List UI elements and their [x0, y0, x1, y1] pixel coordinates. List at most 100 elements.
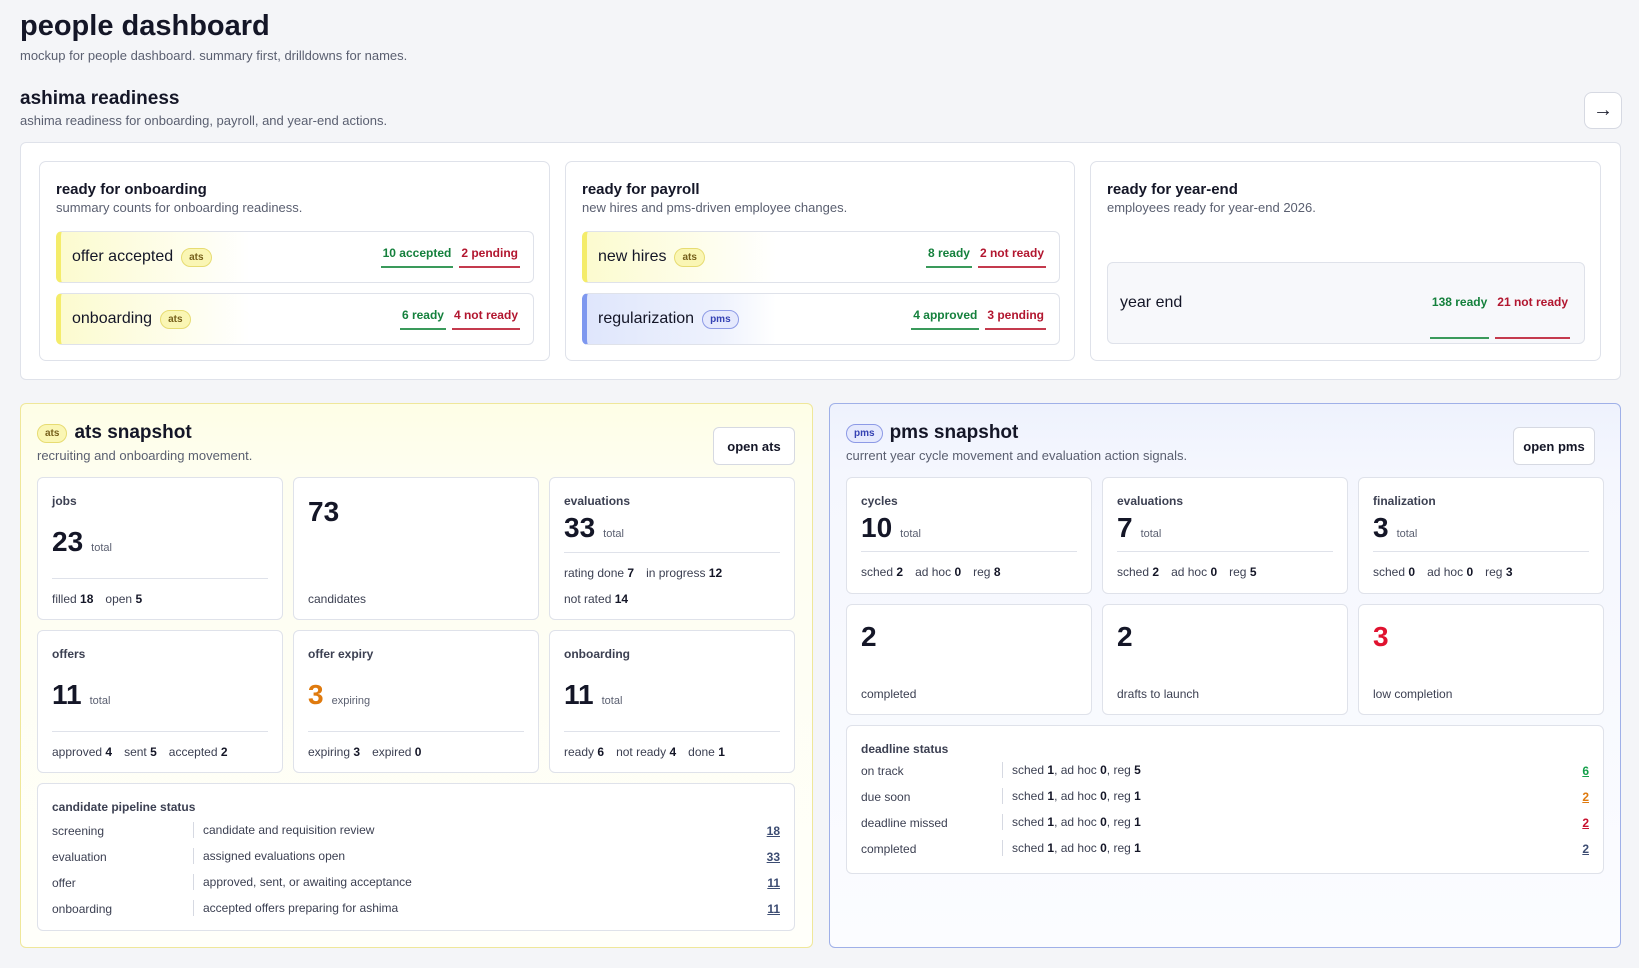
- count-link[interactable]: 18: [766, 824, 780, 838]
- kpi-breakdown: ready 6 not ready 4 done 1: [564, 745, 725, 759]
- panel-title: ats ats snapshot: [37, 422, 192, 444]
- table-row[interactable]: evaluation assigned evaluations open 33: [52, 848, 780, 864]
- kpi-value: 33 total: [564, 512, 624, 543]
- not-ready-link[interactable]: 4 not ready: [451, 308, 520, 330]
- ats-badge: ats: [674, 247, 705, 267]
- kpi-value: 73: [308, 496, 340, 527]
- ready-link[interactable]: 138 ready: [1429, 295, 1490, 339]
- table-row[interactable]: on track sched 1, ad hoc 0, reg 5 6: [861, 762, 1589, 778]
- count-link[interactable]: 33: [766, 850, 780, 864]
- pms-badge: pms: [702, 309, 739, 329]
- kpi-value: 11 total: [564, 679, 623, 710]
- pms-title: pms snapshot: [889, 422, 1019, 443]
- table-row[interactable]: screening candidate and requisition revi…: [52, 822, 780, 838]
- kpi-value: 7 total: [1117, 512, 1162, 543]
- payroll-readiness-card: ready for payroll new hires and pms-driv…: [565, 161, 1075, 361]
- count-link[interactable]: 6: [1582, 764, 1589, 778]
- low-completion-card[interactable]: 3 low completion: [1358, 604, 1604, 715]
- readiness-title: ashima readiness: [20, 88, 180, 109]
- card-title: ready for year-end: [1107, 181, 1238, 198]
- kpi-label: onboarding: [564, 647, 630, 661]
- table-row[interactable]: offer approved, sent, or awaiting accept…: [52, 874, 780, 890]
- count-link[interactable]: 2: [1582, 816, 1589, 830]
- kpi-label: offers: [52, 647, 86, 661]
- ats-title: ats snapshot: [74, 422, 192, 443]
- finalization-card[interactable]: finalization 3 total sched 0 ad hoc 0 reg 3: [1358, 477, 1604, 594]
- offer-expiry-card[interactable]: offer expiry 3 expiring expiring 3 expired…: [293, 630, 539, 773]
- pms-badge: pms: [846, 423, 883, 443]
- table-row[interactable]: deadline missed sched 1, ad hoc 0, reg 1…: [861, 814, 1589, 830]
- kpi-label: jobs: [52, 494, 77, 508]
- ready-link[interactable]: 6 ready: [399, 308, 446, 330]
- panel-title: pms pms snapshot: [846, 422, 1018, 444]
- row-label: regularization: [598, 310, 695, 327]
- jobs-card[interactable]: jobs 23 total filled 18 open 5: [37, 477, 283, 620]
- ats-badge: ats: [37, 423, 68, 443]
- kpi-value: 23 total: [52, 526, 112, 557]
- readiness-arrow-button[interactable]: →: [1584, 92, 1622, 129]
- kpi-breakdown: sched 0 ad hoc 0 reg 3: [1373, 565, 1513, 579]
- kpi-label: offer expiry: [308, 647, 374, 661]
- cycles-card[interactable]: cycles 10 total sched 2 ad hoc 0 reg 8: [846, 477, 1092, 594]
- onboarding-readiness-card: ready for onboarding summary counts for …: [39, 161, 550, 361]
- completed-card[interactable]: 2 completed: [846, 604, 1092, 715]
- ats-badge: ats: [181, 247, 212, 267]
- kpi-value: 3 total: [1373, 512, 1418, 543]
- count-link[interactable]: 11: [767, 902, 780, 916]
- table-title: deadline status: [861, 742, 949, 756]
- card-subtitle: employees ready for year-end 2026.: [1107, 200, 1316, 215]
- ats-badge: ats: [160, 309, 191, 329]
- accepted-link[interactable]: 10 accepted: [380, 246, 454, 268]
- kpi-value: 3: [1373, 621, 1389, 652]
- row-label: offer accepted: [72, 248, 174, 265]
- kpi-value: 11 total: [52, 679, 111, 710]
- pending-link[interactable]: 3 pending: [985, 308, 1046, 330]
- row-label: onboarding: [72, 310, 153, 327]
- card-title: ready for payroll: [582, 181, 700, 198]
- drafts-card[interactable]: 2 drafts to launch: [1102, 604, 1348, 715]
- ats-snapshot-panel: ats ats snapshot recruiting and onboardi…: [20, 403, 813, 948]
- row-label: year end: [1120, 294, 1183, 311]
- not-ready-link[interactable]: 21 not ready: [1495, 295, 1570, 339]
- open-ats-button[interactable]: open ats: [713, 427, 795, 465]
- offers-card[interactable]: offers 11 total approved 4 sent 5 accepted …: [37, 630, 283, 773]
- open-pms-button[interactable]: open pms: [1513, 427, 1595, 465]
- count-link[interactable]: 2: [1582, 842, 1589, 856]
- kpi-breakdown: sched 2 ad hoc 0 reg 8: [861, 565, 1001, 579]
- panel-subtitle: recruiting and onboarding movement.: [37, 448, 253, 463]
- table-row[interactable]: completed sched 1, ad hoc 0, reg 1 2: [861, 840, 1589, 856]
- not-ready-link[interactable]: 2 not ready: [977, 246, 1046, 268]
- readiness-row-new-hires[interactable]: new hires ats 8 ready 2 not ready: [582, 231, 1060, 283]
- table-row[interactable]: due soon sched 1, ad hoc 0, reg 1 2: [861, 788, 1589, 804]
- panel-subtitle: current year cycle movement and evaluati…: [846, 448, 1188, 463]
- approved-link[interactable]: 4 approved: [911, 308, 980, 330]
- table-row[interactable]: onboarding accepted offers preparing for…: [52, 900, 780, 916]
- page-subtitle: mockup for people dashboard. summary fir…: [20, 48, 408, 63]
- readiness-row-onboarding[interactable]: onboarding ats 6 ready 4 not ready: [56, 293, 534, 345]
- readiness-row-regularization[interactable]: regularization pms 4 approved 3 pending: [582, 293, 1060, 345]
- onboarding-card[interactable]: onboarding 11 total ready 6 not ready 4 don…: [549, 630, 795, 773]
- readiness-row-year-end[interactable]: year end 138 ready 21 not ready: [1107, 262, 1585, 344]
- row-label: new hires: [598, 248, 667, 265]
- kpi-value: 2: [861, 621, 877, 652]
- readiness-row-offer-accepted[interactable]: offer accepted ats 10 accepted 2 pending: [56, 231, 534, 283]
- evaluations-card[interactable]: evaluations 33 total rating done 7 in prog…: [549, 477, 795, 620]
- arrow-right-icon: →: [1593, 99, 1613, 121]
- kpi-breakdown: not rated 14: [564, 592, 629, 606]
- card-title: ready for onboarding: [56, 181, 207, 198]
- ready-link[interactable]: 8 ready: [925, 246, 972, 268]
- yearend-readiness-card: ready for year-end employees ready for y…: [1090, 161, 1601, 361]
- count-link[interactable]: 11: [767, 876, 780, 890]
- kpi-caption: completed: [861, 687, 917, 701]
- kpi-breakdown: expiring 3 expired 0: [308, 745, 422, 759]
- pending-link[interactable]: 2 pending: [459, 246, 520, 268]
- kpi-value: 2: [1117, 621, 1133, 652]
- kpi-caption: candidates: [308, 592, 367, 606]
- candidate-pipeline-table: candidate pipeline status screening cand…: [37, 783, 795, 931]
- kpi-breakdown: filled 18 open 5: [52, 592, 143, 606]
- candidates-card[interactable]: 73 candidates: [293, 477, 539, 620]
- kpi-value: 3 expiring: [308, 679, 371, 710]
- evaluations-card[interactable]: evaluations 7 total sched 2 ad hoc 0 reg 5: [1102, 477, 1348, 594]
- count-link[interactable]: 2: [1582, 790, 1589, 804]
- kpi-label: evaluations: [1117, 494, 1184, 508]
